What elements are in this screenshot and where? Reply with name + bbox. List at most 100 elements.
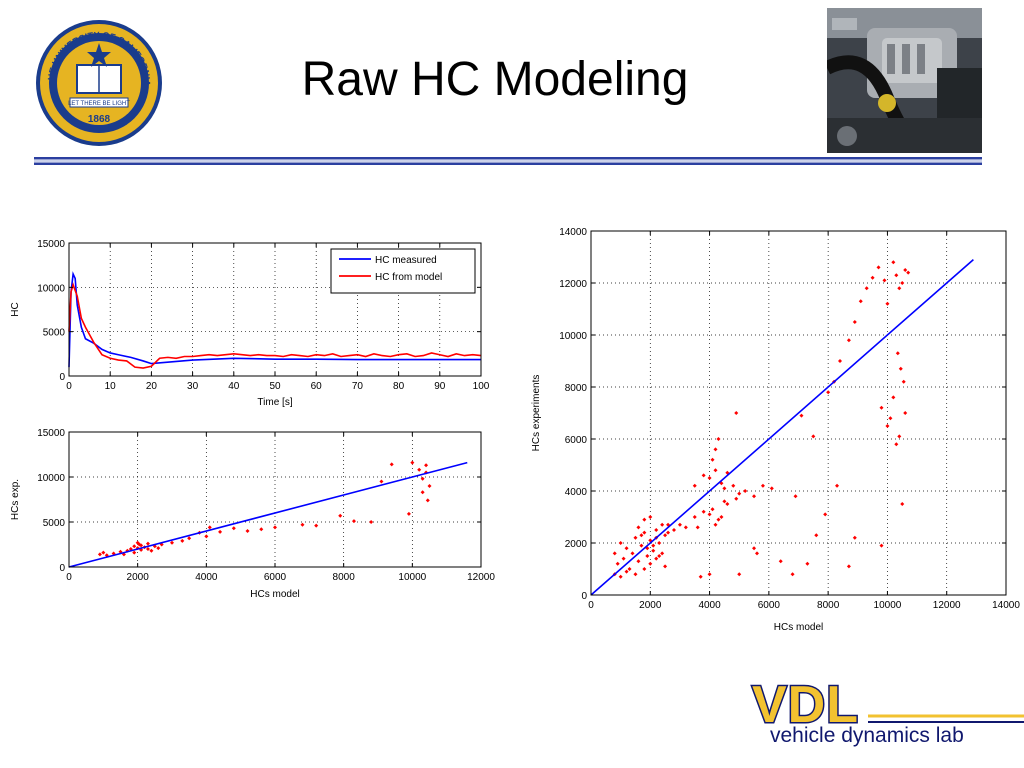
data-point xyxy=(314,523,319,528)
data-point xyxy=(300,522,305,527)
data-point xyxy=(338,513,343,518)
data-point xyxy=(895,351,900,356)
data-point xyxy=(180,538,185,543)
data-point xyxy=(666,530,671,535)
data-point xyxy=(719,515,724,519)
data-point xyxy=(885,301,890,306)
data-point xyxy=(651,543,656,548)
data-point xyxy=(713,468,718,473)
x-tick-label: 4000 xyxy=(195,572,218,583)
x-tick-label: 0 xyxy=(588,600,594,611)
x-tick-label: 10000 xyxy=(874,600,902,611)
x-tick-label: 12000 xyxy=(467,572,495,583)
data-point xyxy=(846,564,851,569)
data-point xyxy=(369,520,374,524)
data-point xyxy=(612,551,617,556)
data-point xyxy=(204,534,209,539)
data-point xyxy=(351,519,356,524)
vdl-tagline: vehicle dynamics lab xyxy=(770,724,964,747)
data-point xyxy=(648,515,653,519)
data-point xyxy=(885,424,890,428)
data-point xyxy=(894,442,899,447)
data-point xyxy=(633,572,638,577)
data-point xyxy=(778,559,783,564)
data-point xyxy=(417,467,422,472)
star-icon xyxy=(87,43,111,67)
data-point xyxy=(811,434,816,439)
legend-box xyxy=(330,248,476,294)
data-point xyxy=(814,533,819,538)
data-point xyxy=(698,574,703,579)
series-line-series-1 xyxy=(68,461,468,568)
data-point xyxy=(118,549,123,554)
data-point xyxy=(790,572,795,577)
data-point xyxy=(734,411,739,415)
data-point xyxy=(734,496,739,501)
y-tick-label: 5000 xyxy=(43,518,66,529)
data-point xyxy=(695,525,700,530)
x-tick-label: 0 xyxy=(66,381,72,392)
data-point xyxy=(752,546,757,551)
data-point xyxy=(701,473,706,478)
data-point xyxy=(900,281,905,285)
y-tick-label: 12000 xyxy=(559,279,587,290)
x-tick-label: 30 xyxy=(187,381,199,392)
data-point xyxy=(760,483,765,488)
x-tick-label: 4000 xyxy=(698,600,721,611)
y-tick-label: 4000 xyxy=(565,487,588,498)
y-tick-label: 10000 xyxy=(37,283,65,294)
x-axis-label: Time [s] xyxy=(257,397,292,408)
x-tick-label: 14000 xyxy=(992,600,1020,611)
data-point xyxy=(654,556,659,561)
data-point xyxy=(805,561,810,566)
data-point xyxy=(725,470,730,475)
data-point xyxy=(835,483,840,488)
seal-year: 1868 xyxy=(88,114,111,125)
data-point xyxy=(743,489,748,493)
data-point xyxy=(725,502,730,506)
data-point xyxy=(663,564,668,569)
series-line-series-1 xyxy=(590,258,974,596)
header-rule xyxy=(34,157,982,165)
y-axis-label: HC xyxy=(10,302,21,316)
data-point xyxy=(852,320,857,324)
hc-time-chart: 0 10 20 30 40 50 60 70 80 90 100 0 5000 10000 15000 Tim… xyxy=(10,239,490,408)
data-point xyxy=(677,522,682,527)
data-point xyxy=(152,544,157,549)
y-tick-label: 14000 xyxy=(559,227,587,238)
x-tick-label: 6000 xyxy=(758,600,781,611)
y-tick-label: 8000 xyxy=(565,383,588,394)
data-point xyxy=(410,460,415,465)
data-point xyxy=(838,359,842,363)
data-point xyxy=(630,551,635,556)
data-point xyxy=(879,543,884,548)
data-point xyxy=(864,286,869,291)
data-point xyxy=(627,567,632,571)
data-point xyxy=(618,541,623,545)
y-axis-label: HCs experiments xyxy=(531,375,542,452)
data-point xyxy=(852,535,857,540)
data-point xyxy=(876,265,881,270)
x-tick-label: 40 xyxy=(228,381,240,392)
x-tick-label: 60 xyxy=(311,381,323,392)
data-point xyxy=(823,512,828,517)
data-point xyxy=(755,551,759,556)
x-tick-label: 100 xyxy=(473,381,490,392)
legend-label: HC from model xyxy=(375,272,442,283)
x-tick-label: 70 xyxy=(352,381,364,392)
data-point xyxy=(187,536,192,541)
data-point xyxy=(672,528,676,532)
data-point xyxy=(882,278,887,283)
data-point xyxy=(427,484,432,488)
y-tick-label: 0 xyxy=(59,563,65,574)
data-point xyxy=(636,525,641,530)
data-point xyxy=(710,507,715,512)
data-point xyxy=(624,569,629,574)
data-point xyxy=(903,411,908,415)
x-tick-label: 10 xyxy=(105,381,117,392)
data-point xyxy=(898,366,903,371)
data-point xyxy=(648,561,653,566)
data-point xyxy=(149,548,154,553)
x-axis-label: HCs model xyxy=(774,622,823,633)
data-point xyxy=(145,547,150,551)
